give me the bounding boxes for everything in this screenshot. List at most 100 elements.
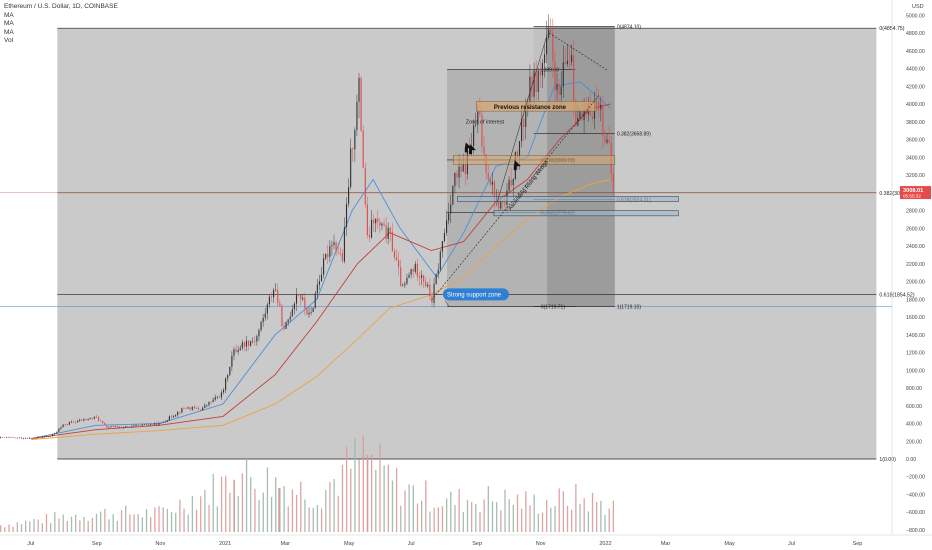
volume-bar — [487, 486, 489, 532]
indicator-ma-1[interactable]: MA — [4, 11, 14, 19]
candle-body — [306, 308, 308, 315]
fib-range-outer — [57, 28, 877, 460]
candle-body — [539, 70, 541, 76]
candle-body — [122, 427, 125, 428]
candle-body — [154, 423, 156, 425]
volume-bar — [191, 496, 194, 532]
volume-bar — [566, 505, 569, 532]
y-tick-label: −200.00 — [906, 475, 925, 481]
candle-body — [368, 235, 370, 238]
volume-bar — [466, 499, 469, 532]
indicator-ma-3[interactable]: MA — [4, 28, 14, 36]
volume-bar — [475, 503, 477, 532]
volume-bar — [429, 511, 431, 532]
x-tick-label: 2022 — [599, 541, 611, 547]
candle-body — [583, 110, 585, 121]
candle-body — [210, 401, 212, 403]
volume-bar — [341, 464, 344, 532]
candle-body — [358, 78, 360, 102]
indicator-volume[interactable]: Vol — [4, 37, 14, 45]
candle-body — [43, 436, 45, 438]
y-tick-label: 1600.00 — [906, 315, 925, 321]
volume-bar — [587, 511, 590, 532]
target-zone-upper — [457, 196, 679, 202]
candle-body — [373, 219, 375, 224]
candle-body — [175, 415, 177, 417]
volume-bar — [412, 485, 414, 532]
candle-body — [243, 342, 245, 347]
candle-body — [591, 116, 593, 120]
candle-body — [450, 204, 452, 214]
candle-body — [208, 401, 210, 406]
candle-body — [521, 118, 523, 142]
candle-body — [435, 273, 437, 284]
volume-bar — [516, 494, 519, 532]
candle-body — [54, 433, 56, 435]
volume-bar — [233, 479, 235, 532]
candle-body — [60, 427, 62, 429]
volume-bar — [212, 473, 214, 532]
candle-body — [379, 221, 381, 226]
volume-bar — [354, 438, 356, 532]
arrow-marker — [468, 144, 476, 155]
volume-bar — [462, 511, 464, 532]
candle-body — [225, 378, 227, 390]
volume-bar — [25, 520, 27, 532]
volume-bar — [54, 512, 56, 532]
volume-bar — [395, 467, 398, 532]
indicator-ma-2[interactable]: MA — [4, 20, 14, 28]
fib-outer-label: 1(0.00) — [879, 457, 896, 463]
candle-body — [356, 101, 358, 131]
candle-body — [508, 179, 510, 191]
volume-bar — [416, 503, 419, 532]
candle-body — [100, 420, 102, 422]
candle-body — [560, 86, 562, 95]
candle-body — [479, 111, 481, 115]
volume-bar — [591, 492, 594, 532]
candle-body — [414, 263, 416, 272]
candle-body — [350, 148, 352, 187]
candle-body — [252, 341, 254, 342]
volume-bar — [604, 514, 606, 532]
candle-body — [35, 437, 37, 439]
candle-body — [345, 203, 348, 228]
candle-body — [381, 223, 383, 226]
candle-body — [156, 423, 158, 426]
candle-body — [4, 437, 6, 438]
candle-body — [152, 424, 154, 425]
candle-body — [85, 419, 87, 420]
candle-body — [596, 101, 598, 102]
volume-bar — [446, 498, 448, 532]
volume-bar — [433, 507, 435, 532]
y-tick-label: 3800.00 — [906, 120, 925, 126]
candle-body — [308, 312, 310, 315]
volume-bar — [75, 514, 77, 532]
candle-body — [191, 406, 193, 410]
candle-body — [283, 326, 285, 329]
candle-body — [556, 83, 558, 91]
chart-legend: Ethereum / U.S. Dollar, 1D, COINBASE MA … — [4, 3, 118, 46]
volume-bar — [20, 524, 23, 532]
candle-body — [571, 55, 573, 62]
candle-body — [343, 227, 345, 262]
candle-body — [0, 437, 2, 438]
volume-bar — [537, 513, 540, 532]
y-tick-label: 3200.00 — [906, 173, 925, 179]
volume-bar — [504, 489, 506, 532]
arrow-marker — [513, 160, 521, 171]
x-tick-label: Jul — [788, 541, 795, 547]
fib-inner-label: 1(1719.10) — [617, 304, 642, 310]
candle-body — [120, 426, 122, 428]
candle-body — [158, 423, 160, 426]
candle-body — [279, 302, 281, 307]
candle-body — [72, 421, 75, 423]
candle-body — [579, 111, 581, 118]
candle-body — [410, 269, 412, 275]
candle-body — [266, 304, 268, 314]
volume-bar — [420, 500, 423, 532]
y-tick-label: 200.00 — [906, 439, 922, 445]
candle-body — [612, 172, 614, 191]
fib-mid-label: 0(1719.71) — [541, 304, 566, 310]
